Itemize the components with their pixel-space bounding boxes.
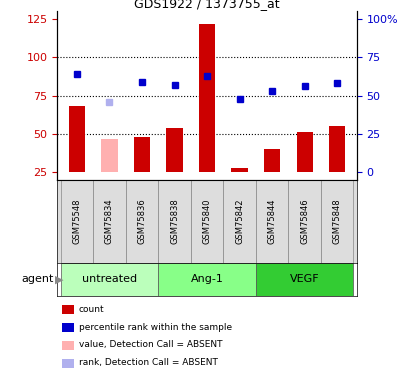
Bar bbox=[158, 262, 255, 296]
Text: GSM75846: GSM75846 bbox=[299, 198, 308, 244]
Bar bbox=[69, 106, 85, 172]
Bar bbox=[223, 180, 255, 262]
Bar bbox=[231, 168, 247, 172]
Bar bbox=[198, 24, 215, 172]
Bar bbox=[61, 180, 93, 262]
Bar bbox=[166, 128, 182, 172]
Bar bbox=[288, 180, 320, 262]
Bar bbox=[93, 180, 126, 262]
Text: count: count bbox=[79, 304, 104, 313]
Text: agent: agent bbox=[21, 274, 53, 284]
Text: ▶: ▶ bbox=[55, 274, 64, 284]
Text: GSM75840: GSM75840 bbox=[202, 198, 211, 244]
Text: GSM75844: GSM75844 bbox=[267, 198, 276, 244]
Bar bbox=[101, 139, 117, 172]
Bar bbox=[263, 149, 280, 172]
Bar bbox=[61, 262, 158, 296]
Bar bbox=[255, 180, 288, 262]
Bar bbox=[133, 137, 150, 172]
Bar bbox=[158, 180, 190, 262]
Text: GSM75848: GSM75848 bbox=[332, 198, 341, 244]
Text: value, Detection Call = ABSENT: value, Detection Call = ABSENT bbox=[79, 340, 222, 350]
Bar bbox=[320, 180, 353, 262]
Text: untreated: untreated bbox=[82, 274, 137, 284]
Text: GSM75548: GSM75548 bbox=[72, 198, 81, 244]
Text: GSM75842: GSM75842 bbox=[234, 198, 243, 244]
Bar bbox=[126, 180, 158, 262]
Text: VEGF: VEGF bbox=[289, 274, 319, 284]
Bar bbox=[190, 180, 223, 262]
Bar bbox=[328, 126, 344, 172]
Text: percentile rank within the sample: percentile rank within the sample bbox=[79, 322, 231, 332]
Text: GSM75838: GSM75838 bbox=[170, 198, 179, 244]
Bar bbox=[296, 132, 312, 172]
Text: rank, Detection Call = ABSENT: rank, Detection Call = ABSENT bbox=[79, 358, 217, 368]
Text: GSM75836: GSM75836 bbox=[137, 198, 146, 244]
Text: GSM75834: GSM75834 bbox=[105, 198, 114, 244]
Bar bbox=[255, 262, 353, 296]
Title: GDS1922 / 1373755_at: GDS1922 / 1373755_at bbox=[134, 0, 279, 10]
Text: Ang-1: Ang-1 bbox=[190, 274, 223, 284]
